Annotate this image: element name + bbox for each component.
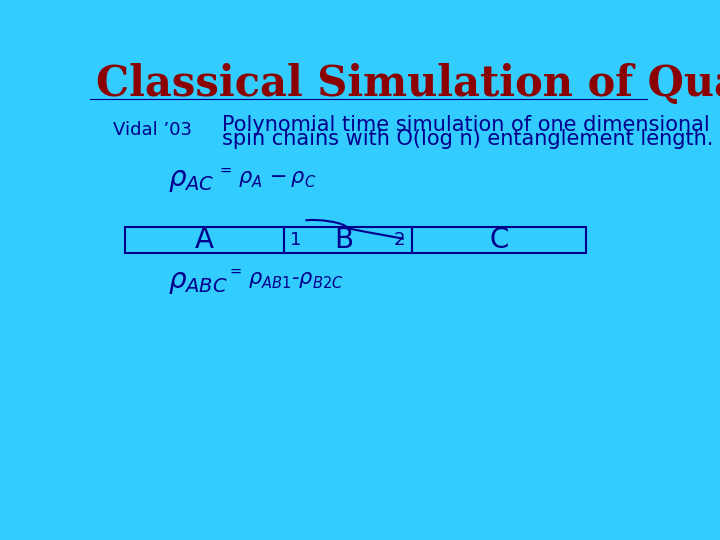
Text: $\rho_{AC}$: $\rho_{AC}$ bbox=[168, 166, 214, 194]
Text: Vidal ’03: Vidal ’03 bbox=[113, 122, 192, 139]
Text: Classical Simulation of Quantum Systems: Classical Simulation of Quantum Systems bbox=[96, 63, 720, 105]
Text: B: B bbox=[334, 226, 354, 254]
Text: $\rho_{ABC}$: $\rho_{ABC}$ bbox=[168, 268, 228, 296]
Text: A: A bbox=[195, 226, 214, 254]
Text: $^=\,\rho_{AB1}\text{-}\rho_{B2C}$: $^=\,\rho_{AB1}\text{-}\rho_{B2C}$ bbox=[226, 268, 344, 292]
Text: $^=\,\rho_A\,-\rho_C$: $^=\,\rho_A\,-\rho_C$ bbox=[216, 166, 317, 190]
Text: 1: 1 bbox=[290, 231, 302, 249]
Text: spin chains with O(log n) entanglement length.: spin chains with O(log n) entanglement l… bbox=[222, 130, 713, 150]
Text: 2: 2 bbox=[393, 231, 405, 249]
Text: Polynomial time simulation of one dimensional: Polynomial time simulation of one dimens… bbox=[222, 115, 709, 135]
Bar bbox=[125, 226, 586, 253]
Text: C: C bbox=[489, 226, 508, 254]
